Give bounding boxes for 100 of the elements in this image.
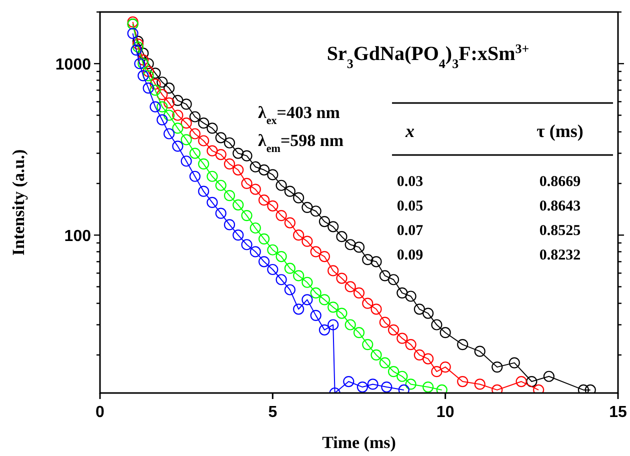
point: [474, 346, 486, 357]
point: [127, 16, 138, 28]
point: [150, 68, 161, 79]
point: [276, 210, 287, 222]
point: [370, 349, 382, 361]
point: [293, 270, 304, 282]
annotation: λ$_{em}$=598 nm: [258, 131, 344, 155]
point: [293, 192, 304, 204]
point: [258, 233, 270, 244]
point: [224, 190, 236, 202]
point: [336, 231, 348, 242]
point: [164, 110, 175, 121]
point: [156, 114, 168, 126]
point: [267, 169, 278, 180]
point: [414, 349, 425, 361]
point: [353, 287, 365, 298]
point: [318, 250, 330, 262]
point: [388, 324, 400, 336]
point: [138, 70, 149, 82]
point: [138, 54, 149, 66]
point: [318, 216, 330, 228]
point: [130, 44, 142, 56]
point: [142, 70, 154, 82]
point: [150, 84, 161, 96]
point: [584, 384, 596, 393]
point: [343, 376, 354, 388]
point: [198, 158, 210, 170]
point: [172, 140, 184, 152]
point: [474, 378, 486, 390]
point: [142, 66, 154, 78]
annotation: 0.03: [396, 174, 424, 190]
point: [396, 287, 408, 298]
annotation: x: [404, 121, 414, 141]
point: [198, 135, 210, 146]
point: [344, 239, 356, 250]
x-tick-label: 10: [436, 404, 454, 421]
point: [206, 170, 218, 182]
point: [457, 376, 468, 388]
point: [189, 148, 201, 159]
x-tick-label: 5: [268, 404, 278, 421]
point: [134, 58, 146, 70]
annotation: 0.8525: [539, 223, 581, 239]
point: [302, 276, 313, 288]
point: [267, 244, 278, 256]
point: [276, 180, 287, 191]
point: [180, 134, 192, 146]
point: [241, 239, 252, 250]
point: [276, 250, 287, 262]
point: [250, 161, 261, 172]
point: [431, 319, 442, 330]
point: [440, 327, 451, 338]
point: [172, 94, 184, 106]
point: [388, 274, 400, 286]
point: [457, 339, 468, 350]
point: [302, 294, 313, 306]
point: [318, 294, 330, 306]
x-tick-label: 15: [609, 404, 627, 421]
point: [258, 164, 270, 176]
y-axis-title: Intensity (a.u.): [9, 149, 28, 256]
annotation: 0.8643: [539, 198, 581, 214]
point: [241, 210, 252, 222]
point: [215, 148, 226, 160]
point: [422, 381, 434, 393]
point: [164, 97, 175, 108]
point: [206, 145, 218, 156]
point: [180, 98, 192, 110]
point: [379, 316, 390, 328]
point: [142, 82, 154, 94]
point: [198, 186, 210, 197]
point: [353, 242, 365, 253]
point: [293, 230, 304, 241]
point: [492, 384, 503, 393]
point: [405, 339, 416, 350]
point: [508, 357, 520, 368]
point: [516, 376, 527, 388]
point: [284, 284, 296, 296]
point: [224, 158, 236, 170]
point: [232, 148, 244, 159]
point: [172, 122, 184, 134]
point: [156, 76, 168, 88]
point: [336, 308, 348, 319]
point: [310, 287, 322, 298]
point: [215, 132, 226, 144]
point: [381, 381, 392, 393]
point: [396, 332, 408, 344]
point: [379, 357, 390, 368]
point: [215, 180, 226, 191]
point: [164, 128, 175, 140]
point: [310, 206, 322, 217]
point: [328, 265, 339, 276]
point: [250, 222, 261, 234]
annotation: 0.05: [396, 198, 424, 214]
annotation: 0.8669: [539, 174, 581, 190]
point: [328, 221, 339, 232]
point: [164, 82, 175, 94]
point: [258, 256, 270, 268]
point: [328, 319, 339, 330]
point: [353, 327, 365, 338]
point: [302, 202, 313, 213]
point: [533, 384, 544, 393]
